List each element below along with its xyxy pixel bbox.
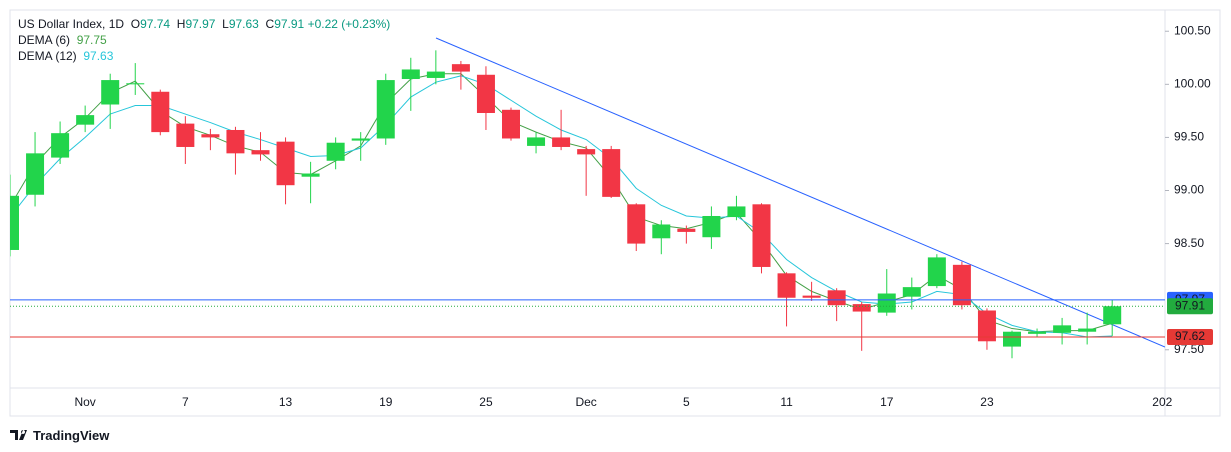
ohlc-label: C xyxy=(265,17,275,31)
x-tick-label: 13 xyxy=(279,395,293,409)
candle-body xyxy=(126,83,145,85)
plot xyxy=(10,37,1165,359)
candle-body xyxy=(827,290,846,306)
candle-body xyxy=(426,71,445,78)
price-label: 97.62 xyxy=(1175,329,1205,343)
candle-body xyxy=(802,295,821,298)
candle-body xyxy=(602,149,621,197)
brand-name: TradingView xyxy=(33,428,110,443)
ohlc-value: 97.63 xyxy=(228,17,259,31)
candle-body xyxy=(401,69,420,80)
indicator-row: DEMA (12) 97.63 xyxy=(18,48,390,64)
y-tick-label: 99.00 xyxy=(1174,183,1204,197)
candle-body xyxy=(451,64,470,72)
ohlc-label: L xyxy=(222,17,229,31)
title: US Dollar Index, 1D xyxy=(18,17,125,31)
x-tick-label: 17 xyxy=(880,395,894,409)
candle-body xyxy=(752,204,771,267)
candle-body xyxy=(176,123,195,147)
candle-body xyxy=(652,224,671,239)
candle-body xyxy=(326,142,345,161)
candle-body xyxy=(1028,331,1047,334)
candle-body xyxy=(727,206,746,218)
candle-body xyxy=(952,264,971,306)
price-label-box xyxy=(1167,329,1213,346)
x-tick-label: 202 xyxy=(1152,395,1172,409)
indicator-row: DEMA (6) 97.75 xyxy=(18,32,390,48)
ohlc-value: 97.74 xyxy=(140,17,171,31)
legend-name: DEMA (12) xyxy=(18,49,77,63)
candle-body xyxy=(1103,306,1122,325)
candle-body xyxy=(702,215,721,238)
candle-body xyxy=(777,273,796,298)
candle-body xyxy=(627,204,646,244)
change: +0.22 (+0.23%) xyxy=(307,17,391,31)
legend-value: 97.75 xyxy=(76,33,107,47)
candle-body xyxy=(51,133,70,158)
candle-body xyxy=(902,287,921,297)
candle-body xyxy=(577,149,596,155)
candle-body xyxy=(376,80,395,139)
candle-body xyxy=(101,80,120,105)
x-tick-label: 7 xyxy=(182,395,189,409)
x-tick-label: Nov xyxy=(74,395,95,409)
ohlc-label: O xyxy=(130,17,141,31)
y-tick-label: 97.50 xyxy=(1174,342,1204,356)
candle-body xyxy=(26,153,45,195)
y-tick-label: 100.50 xyxy=(1174,23,1211,37)
y-tick-label: 98.50 xyxy=(1174,236,1204,250)
ohlc-value: 97.91 xyxy=(274,17,305,31)
ohlc-value: 97.97 xyxy=(185,17,216,31)
x-tick-label: 11 xyxy=(780,395,793,409)
symbol-row: US Dollar Index, 1D O97.74 H97.97 L97.63… xyxy=(18,16,390,32)
x-tick-label: 23 xyxy=(980,395,994,409)
price-label-box xyxy=(1167,298,1213,315)
x-tick-label: Dec xyxy=(575,395,596,409)
x-tick-label: 25 xyxy=(479,395,493,409)
ohlc-label: H xyxy=(176,17,186,31)
brand: TradingView xyxy=(10,426,109,443)
candle-body xyxy=(226,129,245,154)
x-tick-label: 19 xyxy=(379,395,393,409)
legend-value: 97.63 xyxy=(83,49,114,63)
candle-body xyxy=(301,173,320,177)
candle-body xyxy=(677,228,696,232)
candle-body xyxy=(927,257,946,287)
candle-body xyxy=(1003,331,1021,347)
candle-body xyxy=(351,138,370,141)
price-label: 97.91 xyxy=(1175,298,1205,312)
candle-body xyxy=(527,137,546,146)
brand-logo xyxy=(10,430,27,440)
frame xyxy=(9,9,1221,417)
candle-body xyxy=(276,141,295,186)
candle-body xyxy=(1053,325,1072,333)
x-tick-label: 5 xyxy=(683,395,690,409)
candle-body xyxy=(251,150,270,155)
candle-body xyxy=(76,115,95,125)
trend-line xyxy=(435,37,1165,348)
legend-name: DEMA (6) xyxy=(18,33,71,47)
candle-body xyxy=(977,310,996,342)
candle-body xyxy=(502,109,520,139)
candle-body xyxy=(476,74,495,113)
candle-body xyxy=(151,91,170,133)
candle-body xyxy=(852,304,871,312)
candle-body xyxy=(10,195,19,250)
candle-body xyxy=(552,137,571,147)
candle-body xyxy=(877,293,896,313)
legend: US Dollar Index, 1D O97.74 H97.97 L97.63… xyxy=(18,16,390,64)
y-tick-label: 100.00 xyxy=(1174,76,1211,90)
candle-body xyxy=(201,134,220,138)
candle-body xyxy=(1078,328,1097,332)
y-tick-label: 99.50 xyxy=(1174,130,1204,144)
